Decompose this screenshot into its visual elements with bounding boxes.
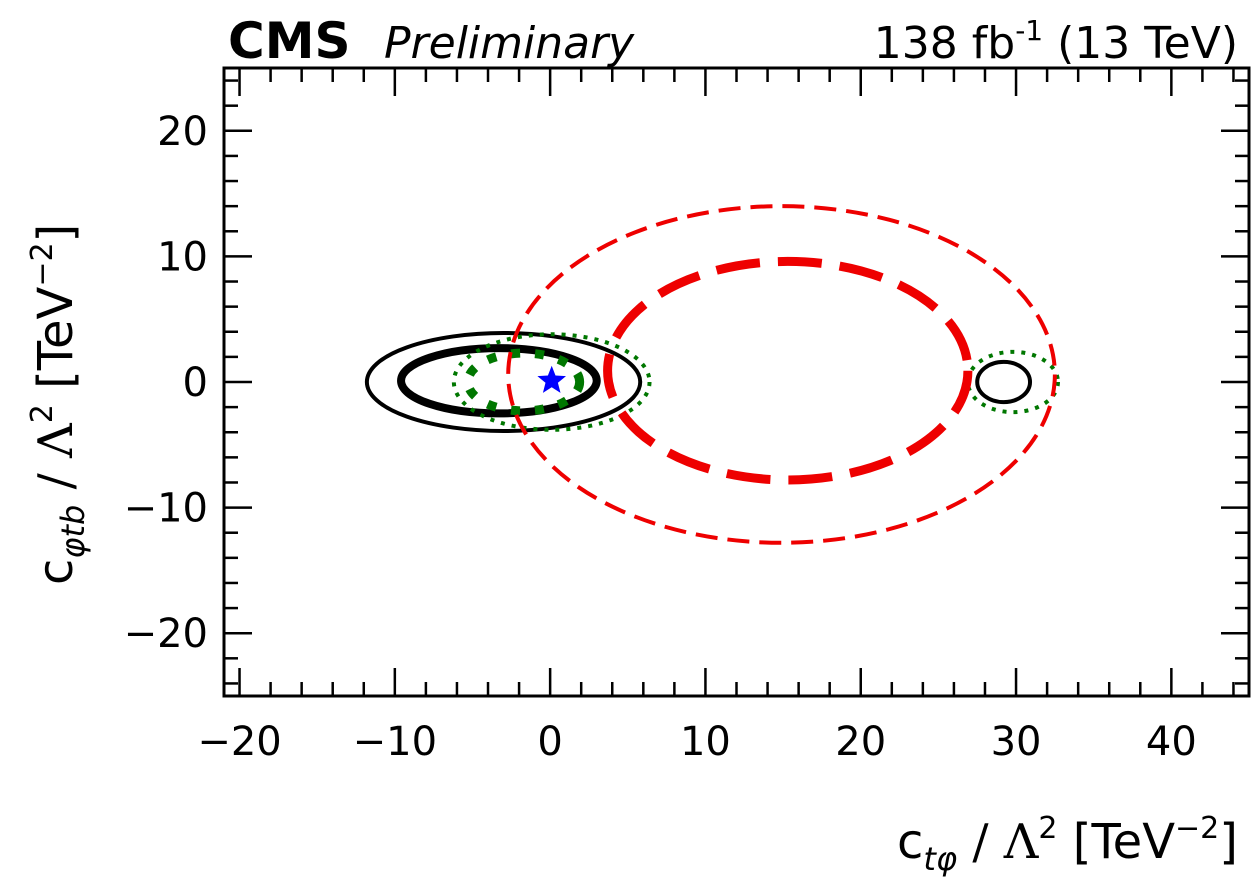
contour-solid-thick <box>397 344 601 418</box>
contour-dotted-thin <box>451 332 652 432</box>
y-axis-label: cφtb / Λ2 [TeV−2] <box>25 224 92 585</box>
contour-solid-thin <box>364 331 643 433</box>
x-tick-label: 0 <box>537 719 562 765</box>
y-tick-label: 20 <box>157 109 208 155</box>
y-tick-label: −10 <box>124 486 208 532</box>
y-tick-label: 10 <box>157 234 208 280</box>
markers-layer <box>537 365 566 393</box>
x-tick-label: 10 <box>680 719 731 765</box>
plot-frame <box>222 66 1251 698</box>
cms-label: CMS <box>228 12 350 70</box>
contour-dotted-thin <box>965 349 1060 415</box>
x-axis-label: ctφ / Λ2 [TeV−2] <box>897 811 1238 878</box>
contour-dashed-thick <box>603 256 973 485</box>
axis-ticks <box>224 68 1249 696</box>
contour-dotted-thick <box>463 348 585 416</box>
axis-tick-labels: −20 −10 0 10 20 30 40 −20 −10 0 10 20 <box>124 109 1197 765</box>
contours-layer <box>364 204 1060 545</box>
y-tick-label: 0 <box>183 360 208 406</box>
y-tick-label: −20 <box>124 611 208 657</box>
contour-solid-thin <box>975 359 1033 405</box>
best-fit-star-marker <box>537 365 566 393</box>
x-tick-label: 20 <box>835 719 886 765</box>
x-tick-label: 40 <box>1146 719 1197 765</box>
contour-dashed-thin <box>506 204 1057 545</box>
x-tick-label: 30 <box>991 719 1042 765</box>
lumi-label: 138 fb-1 (13 TeV) <box>874 14 1238 69</box>
preliminary-label: Preliminary <box>384 18 635 69</box>
x-tick-label: −20 <box>197 719 281 765</box>
x-tick-label: −10 <box>353 719 437 765</box>
